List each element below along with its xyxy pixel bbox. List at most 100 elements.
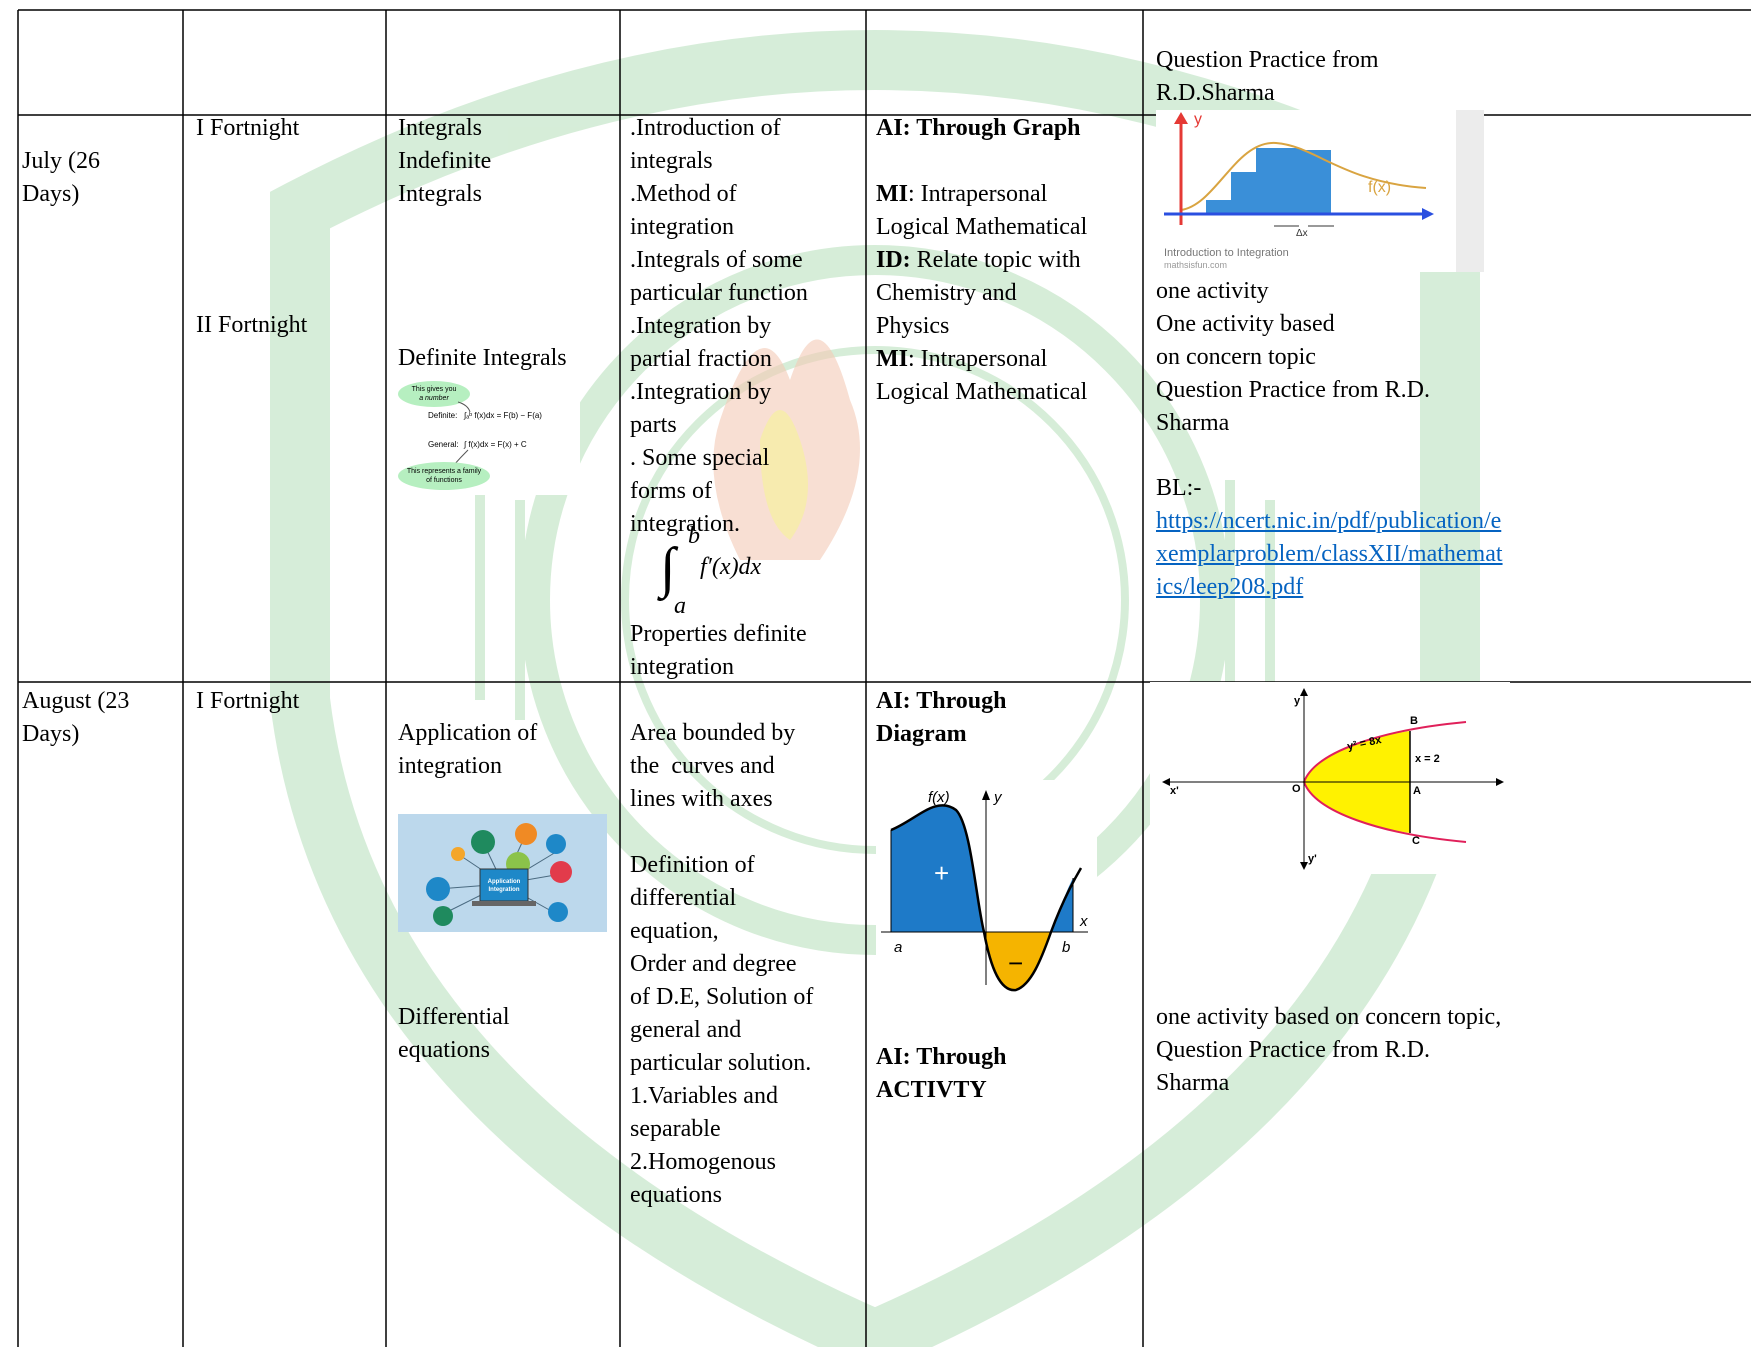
watermark (270, 30, 1480, 1347)
image-label: This gives you (412, 386, 457, 393)
image-label: a (894, 939, 902, 956)
text-line: partial fraction (630, 346, 772, 372)
image-label: f(x) (928, 789, 950, 806)
text-line: Question Practice from (1156, 47, 1379, 73)
fortnight: I Fortnight (196, 115, 300, 141)
content: Area bounded by the curves and lines with … (630, 717, 795, 816)
activities: Question Practice from R.D.Sharma (1156, 44, 1379, 110)
watermark-flame (760, 410, 808, 540)
image-label: y (1194, 111, 1202, 128)
image-label: C (1412, 835, 1420, 847)
image-label: B (1410, 715, 1418, 727)
integrand: f′(x)dx (700, 554, 762, 580)
image-label: y' (1308, 853, 1317, 865)
image-label: a number (419, 395, 449, 402)
topics: Application of integration (398, 717, 537, 783)
bl-link[interactable]: https://ncert.nic.in/pdf/publication/e xe… (1156, 505, 1503, 604)
image-label: x (1079, 913, 1088, 930)
text-line: lines with axes (630, 786, 773, 812)
fortnight: I Fortnight (196, 688, 300, 714)
fortnight: II Fortnight (196, 312, 308, 338)
activities: one activity based on concern topic, Ques… (1156, 1001, 1501, 1100)
text-line: equations (398, 1037, 490, 1063)
text-line: the curves and (630, 753, 775, 779)
text-line: general and (630, 1017, 742, 1043)
text-line: Properties definite (630, 621, 807, 647)
text-line: .Introduction of (630, 115, 781, 141)
text-line: August (23 (22, 688, 130, 714)
integral-sign: ∫ (660, 537, 676, 599)
text-line: July (26 (22, 148, 100, 174)
text-line: Area bounded by (630, 720, 796, 746)
image-label: f(x) (1368, 179, 1391, 196)
image-label: x = 2 (1415, 753, 1440, 765)
bold-label: ID: (876, 247, 911, 273)
text-line: .Integration by (630, 379, 772, 405)
text-line: differential (630, 885, 737, 911)
activities: one activity One activity based on concern… (1156, 275, 1430, 440)
image-label: Definite: (428, 411, 457, 420)
text-line: ID: Relate topic with (876, 244, 1087, 277)
text-line: parts (630, 412, 677, 438)
text-line: integration (398, 753, 502, 779)
ai: AI: Through Diagram (876, 685, 1007, 751)
image-label: Integration (489, 887, 520, 893)
text-line: Application of (398, 720, 538, 746)
text-line: MI: Intrapersonal (876, 343, 1087, 376)
text-line: Days) (22, 181, 80, 207)
text-line: 2.Homogenous (630, 1149, 776, 1175)
image-label: + (934, 858, 949, 888)
ai: AI: Through Graph (876, 115, 1081, 141)
text-line: Logical Mathematical (876, 214, 1088, 240)
text-line[interactable]: ics/leep208.pdf (1156, 574, 1304, 600)
text-line: Sharma (1156, 410, 1230, 436)
text-line: AI: Through (876, 688, 1007, 714)
text-line: Question Practice from R.D. (1156, 377, 1430, 403)
content-formula: ∫ b a f′(x)dx (660, 523, 860, 619)
text-line: one activity (1156, 278, 1269, 304)
text-line: equation, (630, 918, 719, 944)
text-line: MI: Intrapersonal (876, 178, 1087, 211)
text-line: Order and degree (630, 951, 797, 977)
text-line: integration. (630, 511, 740, 537)
text: : Intrapersonal (908, 346, 1048, 372)
image-label: y (993, 789, 1003, 806)
text-line: AI: Through (876, 1044, 1007, 1070)
content: Properties definite integration (630, 618, 807, 684)
topics: Definite Integrals (398, 345, 567, 371)
text-line: equations (630, 1182, 722, 1208)
text-line[interactable]: https://ncert.nic.in/pdf/publication/e (1156, 508, 1502, 534)
text-line: Days) (22, 721, 80, 747)
text-line: . Some special (630, 445, 770, 471)
text-line: on concern topic (1156, 344, 1316, 370)
text-line[interactable]: xemplarproblem/classXII/mathemat (1156, 541, 1503, 567)
text-line: .Method of (630, 181, 737, 207)
text-line: .Integration by (630, 313, 772, 339)
text-line: .Integrals of some (630, 247, 803, 273)
text-line: Definition of (630, 852, 755, 878)
content: Definition of differential equation, Order … (630, 849, 813, 1212)
text-line: integration (630, 214, 734, 240)
text-line: integration (630, 654, 734, 680)
image-label: General: (428, 440, 459, 449)
month: August (23 Days) (22, 685, 129, 751)
formula-image: This gives you a number Definite: ∫ₐᵇ f(… (398, 380, 580, 495)
text-line: 1.Variables and (630, 1083, 778, 1109)
image-label: of functions (426, 477, 462, 484)
application-integration-image: Application Integration (398, 814, 607, 932)
month: July (26 Days) (22, 145, 100, 211)
bl-label: BL:- (1156, 475, 1202, 501)
text-line: separable (630, 1116, 721, 1142)
text-line: ACTIVTY (876, 1077, 987, 1103)
area-diagram-image: f(x) y + − a b x (876, 780, 1097, 1000)
lower-limit: a (674, 593, 686, 619)
text-line: R.D.Sharma (1156, 80, 1275, 106)
image-label: y (1294, 695, 1301, 707)
text-line: particular function (630, 280, 808, 306)
text-line: Sharma (1156, 1070, 1230, 1096)
image-label: ∫ₐᵇ f(x)dx = F(b) − F(a) (463, 411, 542, 420)
image-label: x' (1170, 785, 1179, 797)
image-label: − (1008, 948, 1023, 978)
text-line: Integrals (398, 115, 482, 141)
topics: Integrals Indefinite Integrals (398, 112, 491, 211)
